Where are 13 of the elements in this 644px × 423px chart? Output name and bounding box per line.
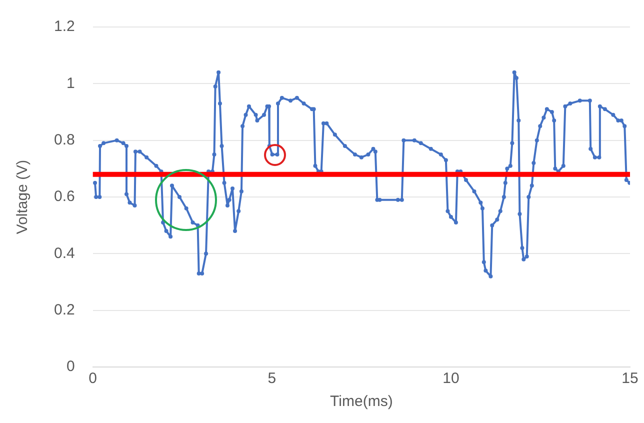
y-tick-label: 1.2 [54,18,75,36]
y-tick-label: 0.4 [54,244,75,262]
y-tick-label: 0 [66,358,75,376]
y-axis-title: Voltage (V) [14,160,32,234]
y-tick-label: 1 [66,74,75,92]
x-tick-label: 0 [88,370,98,388]
y-tick-label: 0.6 [54,188,75,206]
x-tick-label: 15 [622,370,638,388]
x-tick-label: 5 [268,370,276,388]
x-tick-label: 10 [442,370,460,388]
x-axis-title: Time(ms) [330,393,393,410]
y-tick-label: 0.2 [54,301,75,318]
y-tick-label: 0.8 [54,131,75,148]
